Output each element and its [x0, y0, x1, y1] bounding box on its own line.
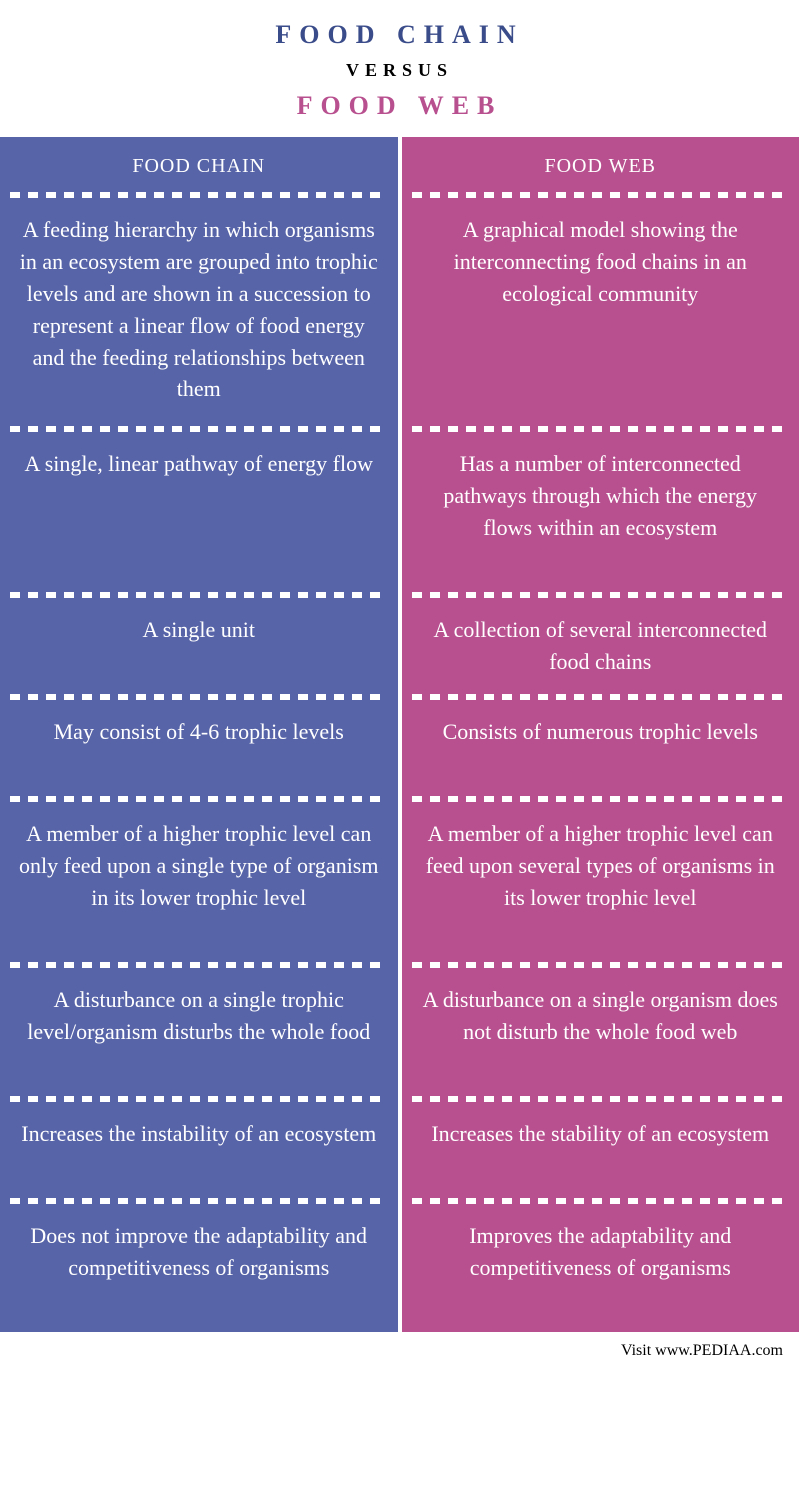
comparison-cell-left-2: A single unit	[0, 598, 398, 694]
cell-text: Does not improve the adaptability and co…	[18, 1220, 380, 1284]
column-food-web: FOOD WEB A graphical model showing the i…	[402, 137, 799, 1332]
comparison-cell-left-5: A disturbance on a single trophic level/…	[0, 968, 398, 1096]
header: FOOD CHAIN VERSUS FOOD WEB	[0, 0, 799, 137]
cell-text: A graphical model showing the interconne…	[420, 214, 782, 310]
comparison-cell-right-6: Increases the stability of an ecosystem	[402, 1102, 799, 1198]
title-versus: VERSUS	[0, 60, 799, 81]
cell-text: May consist of 4-6 trophic levels	[54, 716, 344, 748]
cell-text: Improves the adaptability and competitiv…	[420, 1220, 782, 1284]
comparison-cell-right-7: Improves the adaptability and competitiv…	[402, 1204, 799, 1332]
cell-text: A disturbance on a single trophic level/…	[18, 984, 380, 1048]
column-food-chain: FOOD CHAIN A feeding hierarchy in which …	[0, 137, 402, 1332]
cell-text: A disturbance on a single organism does …	[420, 984, 782, 1048]
comparison-cell-left-3: May consist of 4-6 trophic levels	[0, 700, 398, 796]
column-header-right: FOOD WEB	[402, 137, 799, 192]
cell-text: A member of a higher trophic level can o…	[18, 818, 380, 914]
title-food-chain: FOOD CHAIN	[0, 20, 799, 50]
cell-text: A feeding hierarchy in which organisms i…	[18, 214, 380, 405]
comparison-cell-right-0: A graphical model showing the interconne…	[402, 198, 799, 426]
cell-text: A collection of several interconnected f…	[420, 614, 782, 678]
comparison-cell-right-5: A disturbance on a single organism does …	[402, 968, 799, 1096]
cell-text: Has a number of interconnected pathways …	[420, 448, 782, 544]
cell-text: Consists of numerous trophic levels	[443, 716, 758, 748]
comparison-cell-right-2: A collection of several interconnected f…	[402, 598, 799, 694]
cell-text: A member of a higher trophic level can f…	[420, 818, 782, 914]
comparison-cell-right-4: A member of a higher trophic level can f…	[402, 802, 799, 962]
comparison-cell-right-1: Has a number of interconnected pathways …	[402, 432, 799, 592]
cell-text: Increases the instability of an ecosyste…	[21, 1118, 376, 1150]
comparison-cell-left-1: A single, linear pathway of energy flow	[0, 432, 398, 592]
comparison-table: FOOD CHAIN A feeding hierarchy in which …	[0, 137, 799, 1332]
comparison-cell-right-3: Consists of numerous trophic levels	[402, 700, 799, 796]
comparison-cell-left-4: A member of a higher trophic level can o…	[0, 802, 398, 962]
comparison-cell-left-0: A feeding hierarchy in which organisms i…	[0, 198, 398, 426]
cell-text: A single, linear pathway of energy flow	[25, 448, 373, 480]
comparison-cell-left-6: Increases the instability of an ecosyste…	[0, 1102, 398, 1198]
cell-text: Increases the stability of an ecosystem	[431, 1118, 769, 1150]
cell-text: A single unit	[143, 614, 255, 646]
column-header-left: FOOD CHAIN	[0, 137, 398, 192]
footer-credit: Visit www.PEDIAA.com	[0, 1332, 799, 1374]
comparison-cell-left-7: Does not improve the adaptability and co…	[0, 1204, 398, 1332]
title-food-web: FOOD WEB	[0, 91, 799, 121]
